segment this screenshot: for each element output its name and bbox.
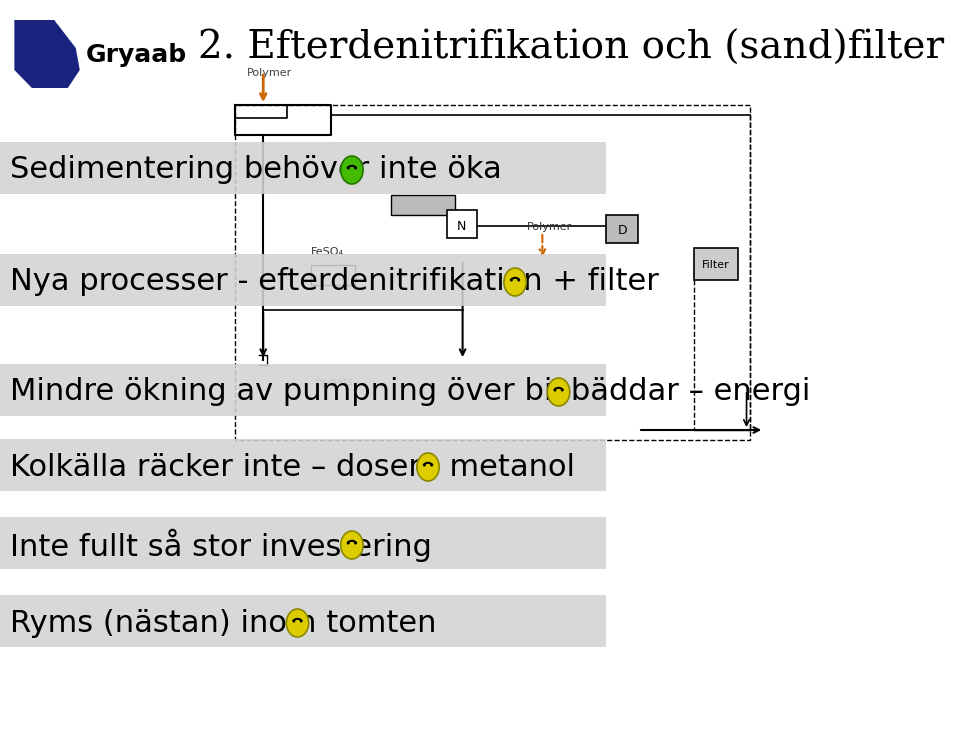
Bar: [391, 195, 455, 215]
Text: Polymer: Polymer: [526, 222, 571, 232]
Text: N: N: [457, 219, 467, 233]
Text: Filter: Filter: [702, 260, 730, 270]
Text: by-pass: by-pass: [315, 377, 353, 387]
Circle shape: [300, 619, 302, 623]
Bar: [311, 265, 355, 285]
Bar: [0, 254, 606, 306]
Circle shape: [510, 278, 513, 282]
Circle shape: [354, 166, 357, 169]
Text: Mindre ökning av pumpning över biobäddar – energi: Mindre ökning av pumpning över biobäddar…: [10, 377, 810, 406]
Bar: [606, 215, 638, 243]
Circle shape: [286, 609, 309, 637]
Circle shape: [417, 453, 440, 481]
Circle shape: [347, 541, 349, 545]
Circle shape: [430, 463, 433, 467]
Text: 2. Efterdenitrifikation och (sand)filter: 2. Efterdenitrifikation och (sand)filter: [198, 30, 944, 67]
Bar: [446, 210, 477, 238]
Circle shape: [517, 278, 520, 282]
Bar: [0, 595, 606, 647]
Bar: [0, 517, 606, 569]
Bar: [0, 439, 606, 491]
Bar: [0, 364, 606, 416]
Circle shape: [293, 619, 296, 623]
Text: Inte fullt så stor investering: Inte fullt så stor investering: [10, 528, 431, 562]
Circle shape: [554, 389, 557, 392]
Text: Polymer: Polymer: [248, 68, 293, 78]
Circle shape: [504, 268, 526, 296]
Bar: [694, 248, 737, 280]
Text: Sedimentering behöver inte öka: Sedimentering behöver inte öka: [10, 155, 501, 184]
Circle shape: [341, 156, 363, 184]
Polygon shape: [14, 20, 80, 88]
Text: Gryaab: Gryaab: [86, 43, 187, 67]
Text: Nya processer - efterdenitrifikation + filter: Nya processer - efterdenitrifikation + f…: [10, 267, 659, 296]
Circle shape: [347, 166, 349, 169]
Text: FeSO₄: FeSO₄: [311, 247, 344, 257]
Circle shape: [561, 389, 564, 392]
Circle shape: [547, 378, 569, 406]
Circle shape: [354, 541, 357, 545]
Circle shape: [341, 531, 363, 559]
Text: Kolkälla räcker inte – dosera metanol: Kolkälla räcker inte – dosera metanol: [10, 452, 575, 481]
Text: D: D: [617, 224, 627, 236]
Bar: [0, 142, 606, 194]
Circle shape: [423, 463, 426, 467]
Text: Ryms (nästan) inom tomten: Ryms (nästan) inom tomten: [10, 609, 436, 637]
